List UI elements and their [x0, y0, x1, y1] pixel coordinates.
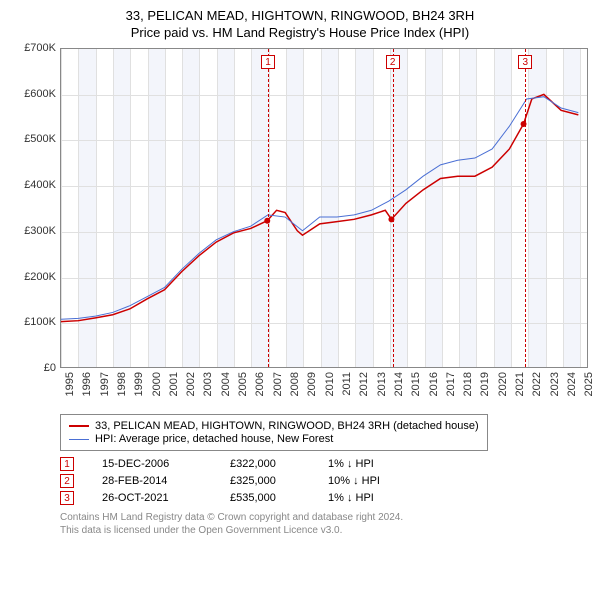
transaction-marker: 3 [60, 491, 74, 505]
x-tick-label: 2025 [583, 372, 595, 396]
legend-swatch [69, 425, 89, 427]
x-tick-label: 2000 [151, 372, 163, 396]
y-tick-label: £400K [24, 179, 56, 191]
transaction-date: 28-FEB-2014 [102, 475, 202, 487]
x-tick-label: 2018 [462, 372, 474, 396]
x-tick-label: 2016 [428, 372, 440, 396]
marker-box: 3 [518, 55, 532, 69]
marker-line [268, 49, 269, 367]
x-tick-label: 2004 [220, 372, 232, 396]
x-tick-label: 1998 [116, 372, 128, 396]
x-tick-label: 2007 [272, 372, 284, 396]
x-tick-label: 2017 [445, 372, 457, 396]
x-tick-label: 2009 [306, 372, 318, 396]
plot-area: 1 2 3 [60, 48, 588, 368]
transaction-date: 26-OCT-2021 [102, 492, 202, 504]
transaction-price: £322,000 [230, 458, 300, 470]
transaction-marker: 1 [60, 457, 74, 471]
y-tick-label: £0 [44, 362, 56, 374]
x-tick-label: 2010 [324, 372, 336, 396]
legend-row: 33, PELICAN MEAD, HIGHTOWN, RINGWOOD, BH… [69, 420, 479, 432]
x-tick-label: 2024 [566, 372, 578, 396]
transaction-diff: 1% ↓ HPI [328, 492, 408, 504]
x-tick-label: 2023 [549, 372, 561, 396]
chart-container: 33, PELICAN MEAD, HIGHTOWN, RINGWOOD, BH… [0, 0, 600, 547]
x-tick-label: 1997 [99, 372, 111, 396]
x-tick-label: 1995 [64, 372, 76, 396]
marker-line [393, 49, 394, 367]
x-tick-label: 2019 [479, 372, 491, 396]
legend: 33, PELICAN MEAD, HIGHTOWN, RINGWOOD, BH… [60, 414, 488, 451]
x-tick-label: 2014 [393, 372, 405, 396]
x-tick-label: 2022 [531, 372, 543, 396]
y-tick-label: £200K [24, 271, 56, 283]
legend-label: 33, PELICAN MEAD, HIGHTOWN, RINGWOOD, BH… [95, 420, 479, 432]
chart-area: £0£100K£200K£300K£400K£500K£600K£700K 12… [12, 48, 588, 408]
transaction-price: £535,000 [230, 492, 300, 504]
footnote: Contains HM Land Registry data © Crown c… [60, 511, 588, 537]
x-tick-label: 2013 [376, 372, 388, 396]
y-axis: £0£100K£200K£300K£400K£500K£600K£700K [12, 48, 60, 368]
y-tick-label: £600K [24, 88, 56, 100]
series-hpi [61, 97, 578, 320]
transaction-row: 2 28-FEB-2014 £325,000 10% ↓ HPI [60, 474, 588, 488]
x-axis: 1995 1996 1997 1998 1999 2000 2001 2002 2003 2004… [60, 368, 588, 408]
marker-box: 1 [261, 55, 275, 69]
x-tick-label: 2021 [514, 372, 526, 396]
x-tick-label: 2005 [237, 372, 249, 396]
x-tick-label: 2002 [185, 372, 197, 396]
legend-swatch [69, 439, 89, 440]
x-tick-label: 2006 [254, 372, 266, 396]
marker-box: 2 [386, 55, 400, 69]
x-tick-label: 2015 [410, 372, 422, 396]
x-tick-label: 2020 [497, 372, 509, 396]
x-tick-label: 2001 [168, 372, 180, 396]
transaction-diff: 1% ↓ HPI [328, 458, 408, 470]
footnote-line: This data is licensed under the Open Gov… [60, 524, 588, 537]
footnote-line: Contains HM Land Registry data © Crown c… [60, 511, 588, 524]
x-tick-label: 2008 [289, 372, 301, 396]
y-tick-label: £100K [24, 316, 56, 328]
transactions-table: 1 15-DEC-2006 £322,000 1% ↓ HPI 2 28-FEB-2014… [60, 457, 588, 505]
chart-title: 33, PELICAN MEAD, HIGHTOWN, RINGWOOD, BH… [12, 8, 588, 23]
transaction-row: 1 15-DEC-2006 £322,000 1% ↓ HPI [60, 457, 588, 471]
chart-subtitle: Price paid vs. HM Land Registry's House … [12, 25, 588, 40]
line-svg [61, 49, 587, 367]
legend-row: HPI: Average price, detached house, New … [69, 433, 479, 445]
x-tick-label: 2003 [202, 372, 214, 396]
x-tick-label: 2012 [358, 372, 370, 396]
transaction-price: £325,000 [230, 475, 300, 487]
y-tick-label: £700K [24, 42, 56, 54]
x-tick-label: 2011 [341, 372, 353, 396]
x-tick-label: 1996 [81, 372, 93, 396]
transaction-date: 15-DEC-2006 [102, 458, 202, 470]
transaction-marker: 2 [60, 474, 74, 488]
legend-label: HPI: Average price, detached house, New … [95, 433, 333, 445]
marker-line [525, 49, 526, 367]
transaction-diff: 10% ↓ HPI [328, 475, 408, 487]
transaction-row: 3 26-OCT-2021 £535,000 1% ↓ HPI [60, 491, 588, 505]
y-tick-label: £500K [24, 133, 56, 145]
series-property [61, 94, 578, 321]
x-tick-label: 1999 [133, 372, 145, 396]
y-tick-label: £300K [24, 225, 56, 237]
